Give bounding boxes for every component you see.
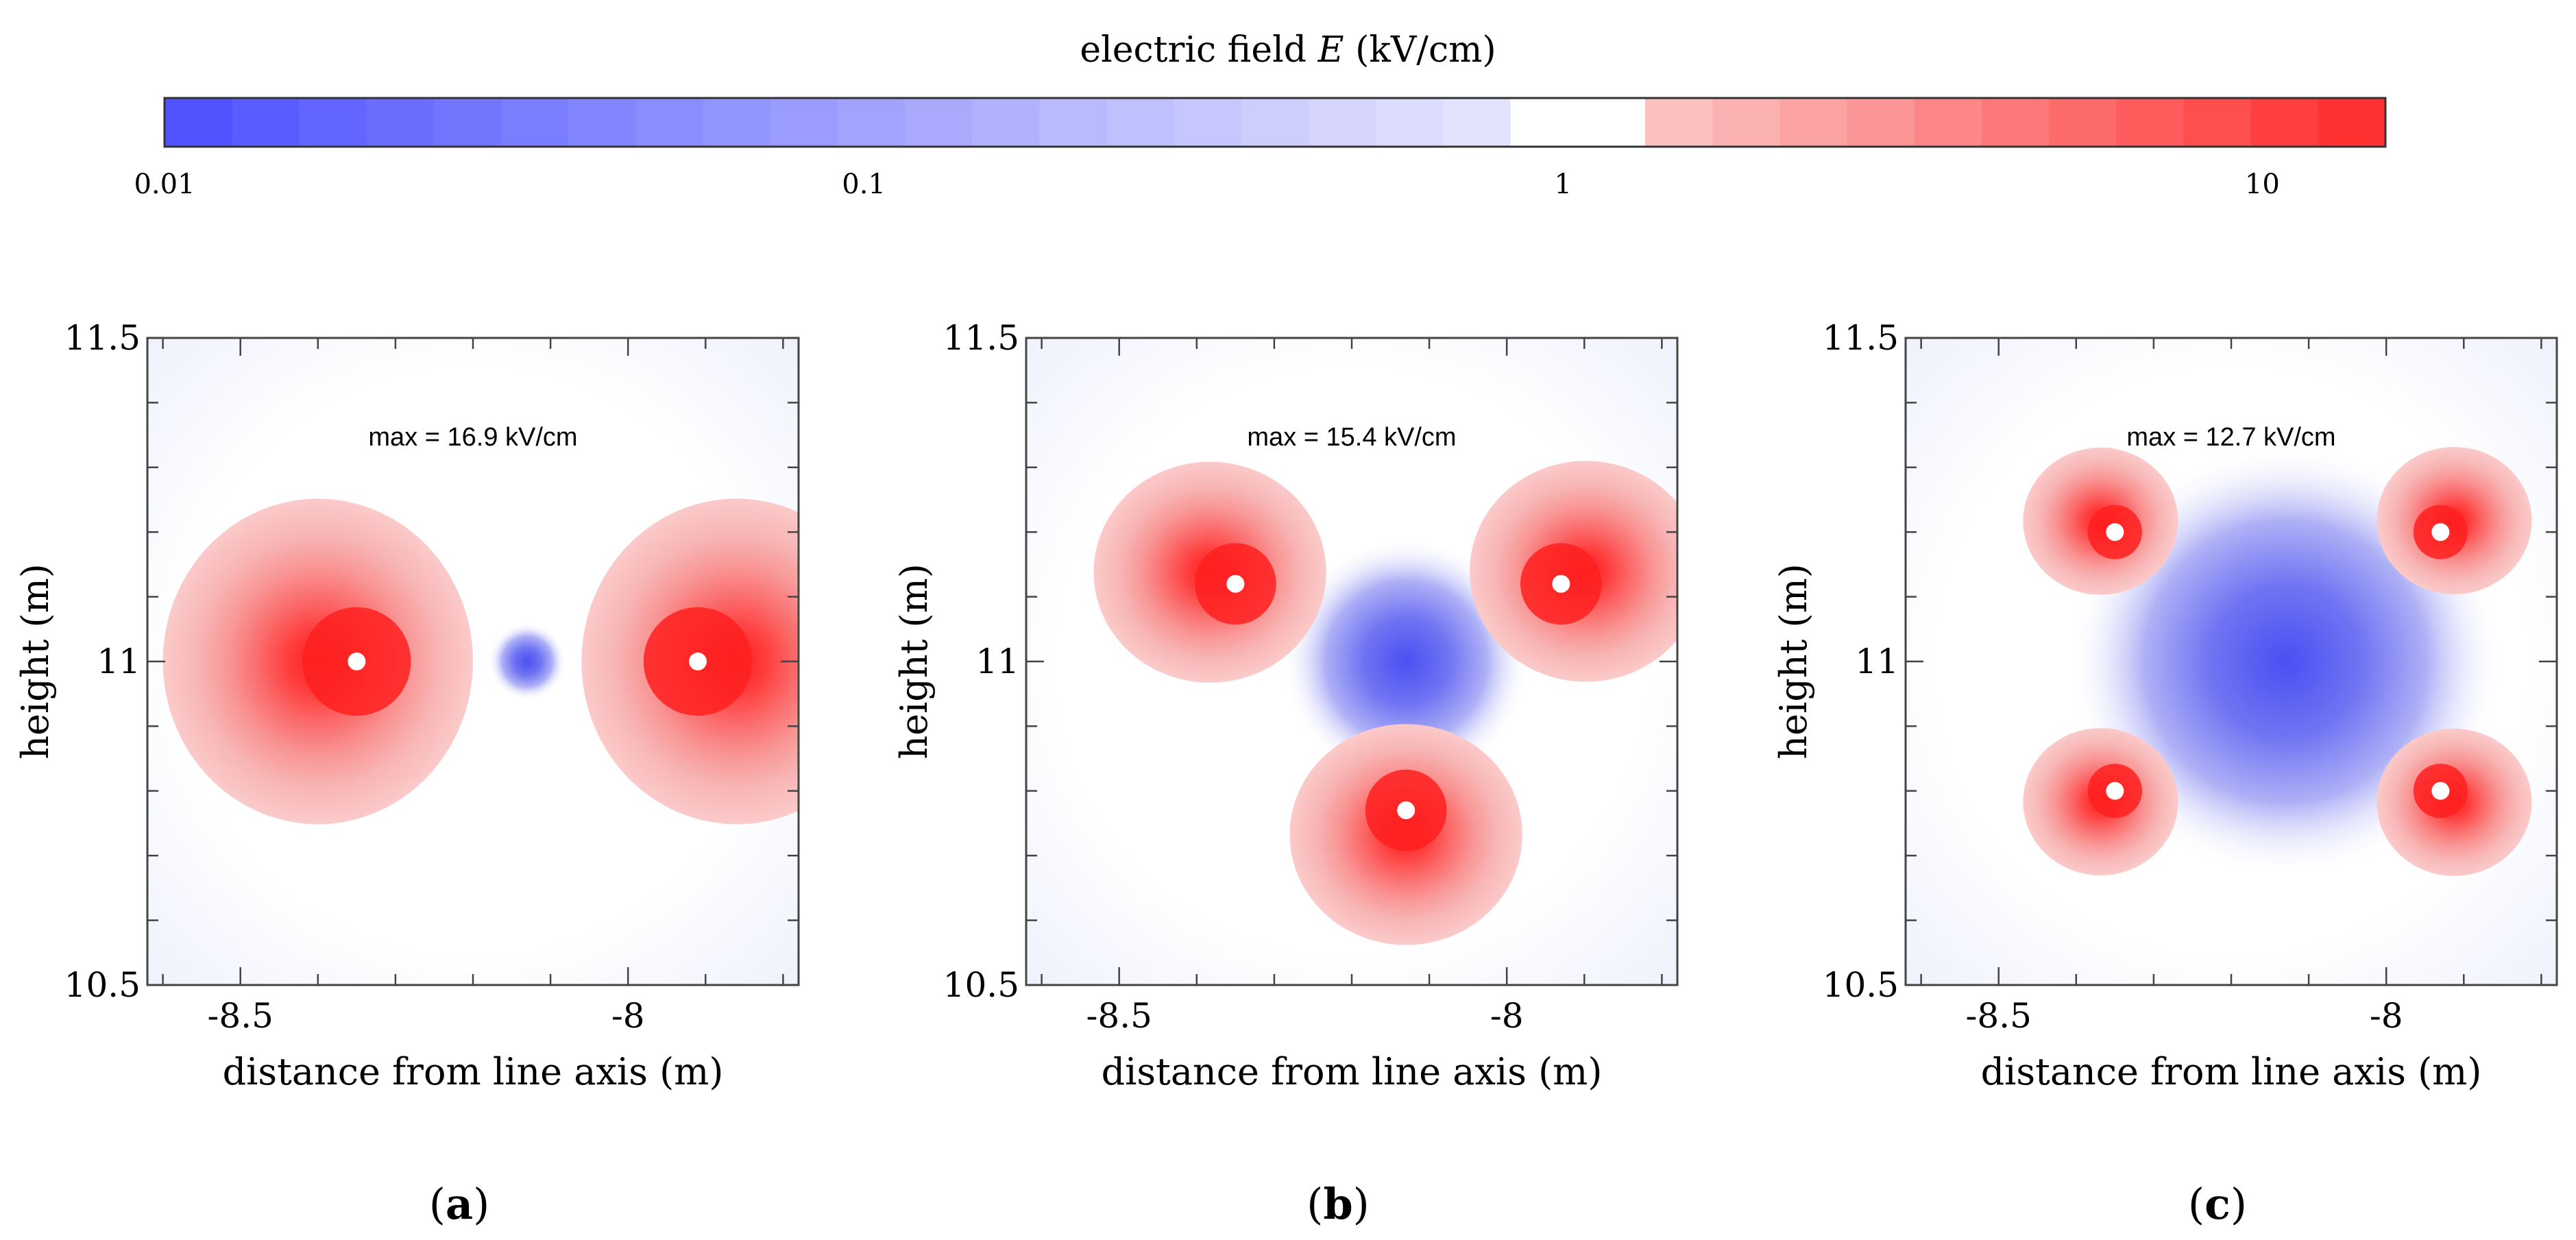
y-tick-label: 10.5	[943, 965, 1019, 1005]
x-tick-label: -8	[1490, 996, 1524, 1036]
colorbar-frame	[163, 97, 2387, 148]
colorbar-tick-label: 0.1	[842, 169, 886, 200]
colorbar-tick-label: 0.01	[134, 169, 195, 200]
colorbar-cell	[299, 98, 367, 147]
conductor-marker	[688, 653, 707, 670]
colorbar-cell	[500, 98, 570, 147]
y-tick-label: 11.5	[1823, 318, 1899, 358]
max-field-annotation: max = 16.9 kV/cm	[368, 423, 577, 452]
colorbar-cell	[770, 98, 838, 147]
field-map	[2023, 444, 2532, 879]
colorbar-cell	[2318, 98, 2386, 147]
colorbar-tick-label: 10	[2245, 169, 2280, 200]
x-tick-label: -8.5	[208, 996, 274, 1036]
colorbar-cell	[2116, 98, 2185, 147]
colorbar-cell	[1106, 98, 1175, 147]
x-tick-label: -8.5	[1966, 996, 2032, 1036]
y-tick-label: 11.5	[64, 318, 141, 358]
max-field-annotation: max = 15.4 kV/cm	[1247, 423, 1456, 452]
y-tick-label: 11	[975, 642, 1019, 681]
conductor-marker	[1226, 574, 1245, 593]
colorbar-cell	[366, 98, 435, 147]
panel-b: -8.5 -8 10.5 11 11.5 distance from line axis …	[892, 318, 1679, 1229]
colorbar-cell	[1847, 98, 1915, 147]
colorbar-cell	[1645, 98, 1714, 147]
conductor-marker	[2431, 781, 2450, 800]
x-axis-label: distance from line axis (m)	[223, 1050, 724, 1093]
colorbar-cell	[837, 98, 906, 147]
conductor-marker	[1552, 574, 1570, 593]
colorbar-cell	[1577, 98, 1646, 147]
colorbar-cell	[568, 98, 637, 147]
panel-c: -8.5 -8 10.5 11 11.5 distance from line axis …	[1772, 318, 2558, 1229]
colorbar-cell	[972, 98, 1041, 147]
colorbar-cell	[1712, 98, 1781, 147]
x-axis-label: distance from line axis (m)	[1102, 1050, 1603, 1093]
y-axis-label: height (m)	[14, 563, 57, 759]
y-tick-label: 10.5	[64, 965, 141, 1005]
conductor-marker	[2106, 781, 2124, 800]
conductor-marker	[2106, 523, 2124, 542]
colorbar-ticks: 0.01 0.1 1 10	[134, 169, 2279, 200]
colorbar-cell	[2183, 98, 2252, 147]
x-axis-label: distance from line axis (m)	[1981, 1050, 2482, 1093]
colorbar-cell	[1174, 98, 1242, 147]
colorbar-cell	[1443, 98, 1511, 147]
x-tick-label: -8	[2370, 996, 2403, 1036]
colorbar-cell	[1309, 98, 1377, 147]
colorbar-cell	[635, 98, 704, 147]
y-tick-label: 10.5	[1823, 965, 1899, 1005]
colorbar-cell	[2250, 98, 2319, 147]
colorbar-cell	[905, 98, 973, 147]
colorbar-label: electric field E (kV/cm)	[1080, 29, 1496, 71]
colorbar-cell	[1779, 98, 1848, 147]
colorbar-cell	[1376, 98, 1444, 147]
y-tick-label: 11.5	[943, 318, 1019, 358]
colorbar-cell	[1510, 98, 1579, 147]
field-map	[1093, 461, 1677, 945]
colorbar-cell	[2049, 98, 2117, 147]
colorbar-tick-label: 1	[1555, 169, 1572, 200]
colorbar-cell	[703, 98, 771, 147]
colorbar-cell	[1981, 98, 2050, 147]
colorbar-cells	[165, 98, 2386, 147]
field-map	[162, 498, 799, 825]
low-field-region	[1282, 537, 1531, 786]
colorbar-cell	[1039, 98, 1108, 147]
conductor-marker	[1397, 801, 1415, 820]
y-axis-label: height (m)	[892, 563, 936, 759]
colorbar: electric field E (kV/cm) 0.01 0.1 1 10	[134, 29, 2387, 200]
y-axis-label: height (m)	[1772, 563, 1815, 759]
y-tick-label: 11	[1855, 642, 1899, 681]
low-field-region	[488, 622, 566, 701]
colorbar-cell	[433, 98, 502, 147]
colorbar-cell	[165, 98, 233, 147]
panel-a: -8.5 -8 10.5 11 11.5 distance from line axis …	[14, 318, 800, 1229]
conductor-marker	[2431, 523, 2450, 542]
panel-label: (b)	[1307, 1179, 1370, 1229]
panel-label: (c)	[2188, 1179, 2247, 1229]
y-tick-label: 11	[97, 642, 141, 681]
max-field-annotation: max = 12.7 kV/cm	[2126, 423, 2335, 452]
colorbar-cell	[1914, 98, 1982, 147]
x-tick-label: -8.5	[1086, 996, 1152, 1036]
x-tick-label: -8	[611, 996, 645, 1036]
colorbar-cell	[1241, 98, 1310, 147]
conductor-marker	[348, 653, 366, 670]
panel-label: (a)	[429, 1179, 490, 1229]
colorbar-cell	[232, 98, 300, 147]
